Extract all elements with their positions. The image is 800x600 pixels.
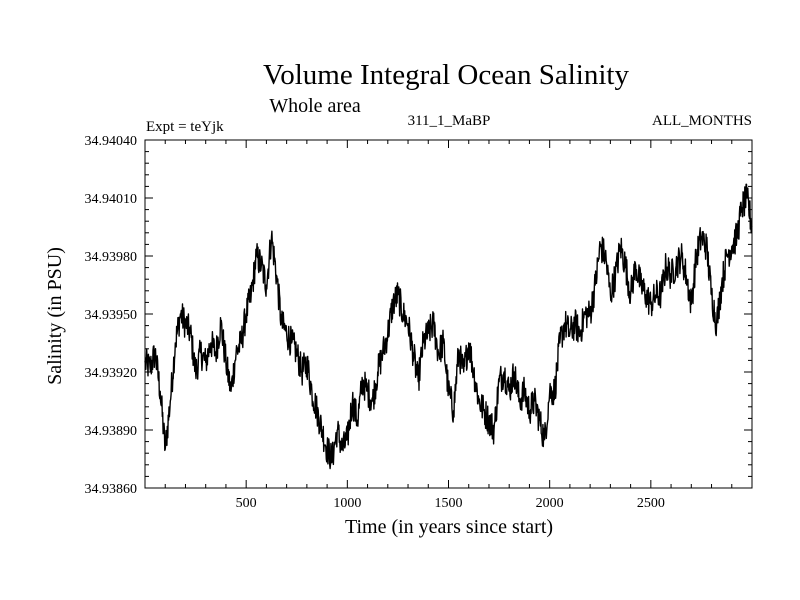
annotation-center: 311_1_MaBP — [408, 113, 491, 129]
x-tick-label: 1500 — [435, 496, 463, 511]
y-tick-label: 34.94040 — [85, 134, 138, 149]
x-tick-label: 500 — [236, 496, 257, 511]
y-tick-label: 34.93920 — [85, 366, 138, 381]
y-tick-label: 34.93890 — [85, 424, 138, 439]
y-tick-label: 34.94010 — [85, 192, 138, 207]
annotation-left: Expt = teYjk — [146, 119, 224, 135]
y-tick-label: 34.93980 — [85, 250, 138, 265]
x-axis-ticks: 500 1000 1500 2000 2500 — [164, 140, 733, 511]
series-line-salinity — [144, 183, 753, 470]
annotation-right: ALL_MONTHS — [652, 113, 752, 129]
plot-frame — [144, 139, 753, 489]
x-axis-label: Time (in years since start) — [345, 516, 553, 538]
chart-subtitle: Whole area — [269, 95, 361, 117]
y-tick-label: 34.93950 — [85, 308, 138, 323]
series-group — [144, 183, 753, 470]
x-tick-label: 2500 — [637, 496, 665, 511]
chart-title: Volume Integral Ocean Salinity — [263, 59, 629, 91]
x-tick-label: 2000 — [536, 496, 564, 511]
y-tick-label: 34.93860 — [85, 482, 138, 497]
y-axis-ticks: 34.93860 34.93890 34.93920 34.93950 34.93980… — [85, 134, 752, 497]
y-axis-label: Salinity (in PSU) — [44, 247, 66, 385]
x-tick-label: 1000 — [333, 496, 361, 511]
